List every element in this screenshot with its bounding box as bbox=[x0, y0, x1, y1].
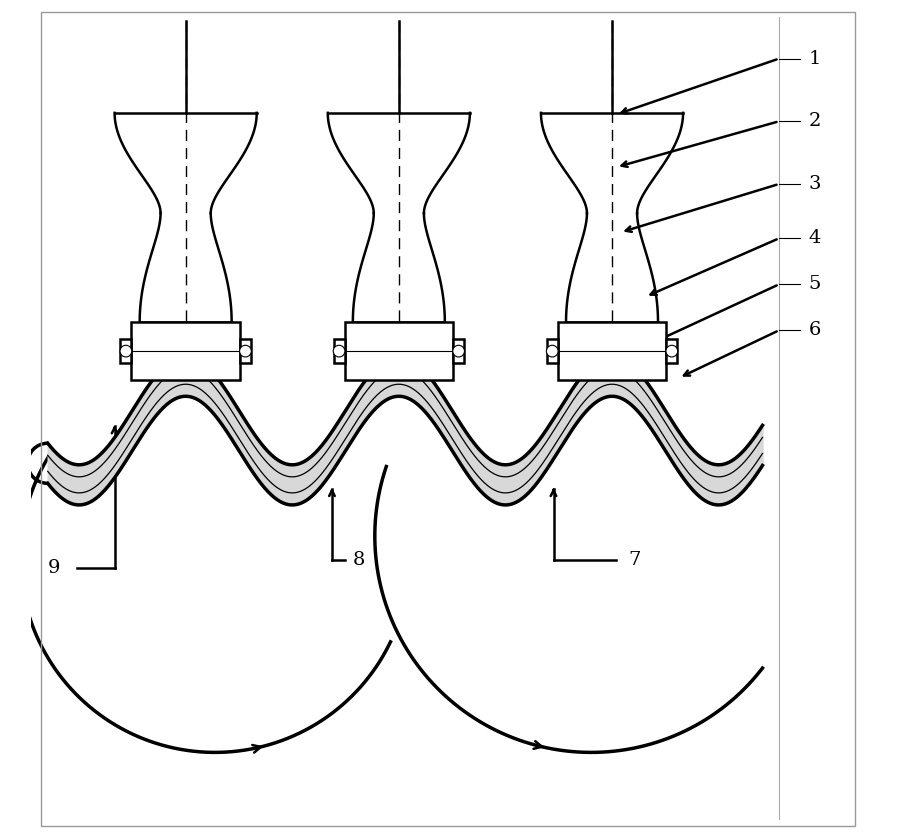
Bar bbox=[131, 322, 240, 380]
Text: 5: 5 bbox=[808, 275, 821, 293]
Bar bbox=[240, 339, 251, 363]
Circle shape bbox=[453, 345, 464, 357]
Text: 3: 3 bbox=[808, 175, 821, 193]
Bar bbox=[334, 339, 345, 363]
Bar bbox=[345, 322, 453, 380]
Text: 8: 8 bbox=[353, 551, 365, 569]
Bar bbox=[547, 339, 558, 363]
Text: 9: 9 bbox=[48, 559, 60, 578]
Bar bbox=[120, 339, 131, 363]
Circle shape bbox=[120, 345, 132, 357]
Text: 6: 6 bbox=[808, 321, 821, 339]
Text: 4: 4 bbox=[808, 229, 821, 247]
Text: 1: 1 bbox=[808, 49, 821, 68]
Text: 7: 7 bbox=[629, 551, 641, 569]
Circle shape bbox=[546, 345, 558, 357]
Bar bbox=[666, 339, 677, 363]
Circle shape bbox=[666, 345, 678, 357]
Bar bbox=[453, 339, 464, 363]
Text: 2: 2 bbox=[808, 112, 821, 130]
Bar bbox=[558, 322, 666, 380]
Circle shape bbox=[240, 345, 251, 357]
Circle shape bbox=[333, 345, 345, 357]
